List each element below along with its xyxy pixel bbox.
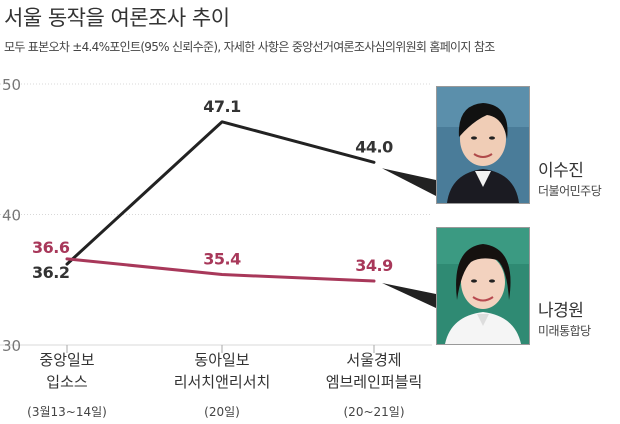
data-label: 34.9 <box>355 256 393 275</box>
chart-subtitle: 모두 표본오차 ±4.4%포인트(95% 신뢰수준), 자세한 사항은 중앙선거… <box>4 40 495 54</box>
data-label: 36.6 <box>32 238 70 257</box>
x-category-label: 리서치앤리서치 <box>174 373 271 391</box>
data-label: 44.0 <box>355 137 393 156</box>
x-category-label: 동아일보 <box>194 351 249 369</box>
x-category-date: (20~21일) <box>344 405 405 419</box>
data-label: 35.4 <box>203 250 241 269</box>
x-category-label: 서울경제 <box>346 351 401 369</box>
candidate-photo-na-kyungwon <box>436 227 530 345</box>
candidate-name: 나경원 <box>538 301 584 321</box>
candidate-photo-lee-sujin <box>436 86 530 204</box>
y-tick-label: 40 <box>2 207 21 225</box>
candidate-party: 더불어민주당 <box>538 184 602 198</box>
series-line <box>65 257 376 283</box>
x-category-date: (20일) <box>204 405 240 419</box>
y-tick-label: 50 <box>2 76 21 94</box>
x-category-label: 입소스 <box>46 373 88 391</box>
x-category-date: (3월13~14일) <box>27 405 107 419</box>
x-category-label: 중앙일보 <box>39 351 94 369</box>
x-category-label: 엠브레인퍼블릭 <box>326 373 423 391</box>
chart-title: 서울 동작을 여론조사 추이 <box>4 6 230 30</box>
data-label: 47.1 <box>203 97 241 116</box>
series-connector <box>382 283 436 308</box>
data-label: 36.2 <box>32 263 69 282</box>
y-tick-label: 30 <box>2 337 21 355</box>
series-connector <box>382 168 436 196</box>
series-line <box>65 120 376 266</box>
candidate-name: 이수진 <box>538 161 584 181</box>
candidate-party: 미래통합당 <box>538 324 591 338</box>
